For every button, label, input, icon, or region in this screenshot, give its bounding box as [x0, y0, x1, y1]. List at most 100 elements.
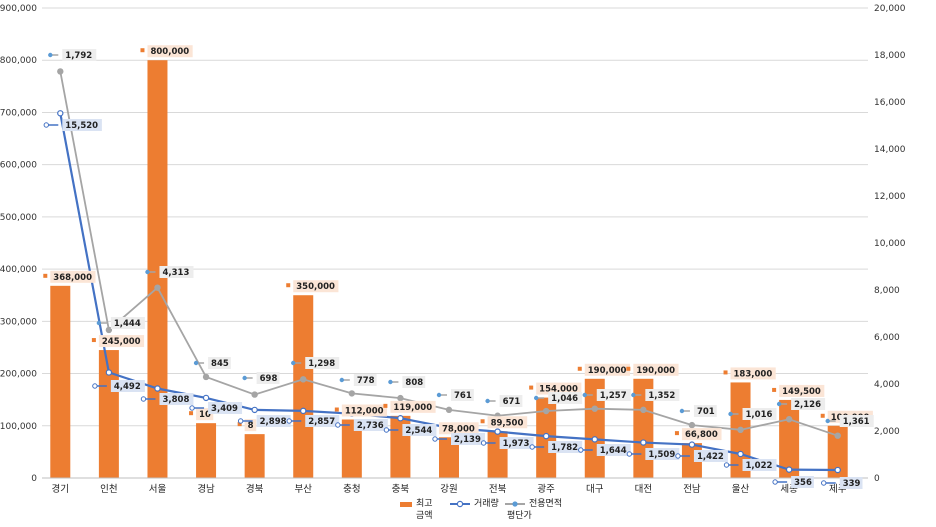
- label-point: [436, 392, 442, 398]
- series-point: [105, 326, 113, 334]
- bar-data-label-bg: [390, 400, 436, 413]
- line1-data-label-marker: [638, 451, 642, 455]
- y-right-tick-label: 4,000: [874, 380, 900, 390]
- label-point: [485, 398, 490, 404]
- bar-data-label-marker: [286, 283, 291, 288]
- line1-data-label-bg: [353, 419, 388, 431]
- x-tick-label: 전남: [683, 484, 701, 495]
- y-left-tick-label: 900,000: [0, 4, 37, 14]
- line2-data-label-bg: [110, 317, 145, 329]
- label-point: [675, 453, 681, 459]
- series-point: [348, 390, 356, 397]
- legend-line1-marker: [456, 500, 464, 508]
- line2-data-label-bg: [791, 398, 826, 410]
- series-point: [57, 68, 64, 75]
- x-tick-label: 전북: [489, 484, 507, 495]
- bar-data-label-bg: [487, 416, 528, 429]
- line2-data-label: 1,257: [600, 391, 627, 401]
- line2-data-label-marker: [201, 360, 205, 364]
- line2-data-label: 1,444: [114, 319, 141, 329]
- series-point: [202, 394, 210, 402]
- bar-data-label: 8: [248, 421, 254, 431]
- x-tick-label: 대구: [586, 484, 604, 495]
- bar-data-label-bg: [293, 280, 339, 293]
- label-point: [480, 440, 487, 446]
- label-point: [242, 375, 247, 381]
- line1-data-label-marker: [687, 453, 691, 457]
- line1-data-label-marker: [784, 479, 788, 483]
- bar: [50, 285, 71, 478]
- label-point: [679, 408, 685, 414]
- series-point: [542, 407, 550, 415]
- x-tick-label: 울산: [732, 484, 750, 495]
- x-tick-label: 충북: [392, 484, 410, 495]
- label-point: [821, 480, 827, 486]
- bar-data-label-marker: [334, 407, 339, 412]
- series-point: [737, 426, 744, 434]
- y-right-tick-label: 16,000: [874, 98, 906, 108]
- line2-data-label-marker: [250, 375, 254, 379]
- series-point: [105, 369, 113, 376]
- bar-data-label-bg: [779, 384, 825, 397]
- line1-data-label-bg: [305, 415, 340, 427]
- line1-data-label-marker: [395, 427, 399, 431]
- line1-data-label-marker: [347, 422, 351, 426]
- line2-data-label: 845: [211, 359, 229, 369]
- label-point: [193, 360, 199, 366]
- label-point: [825, 418, 830, 424]
- line1-data-label: 4,492: [114, 382, 141, 392]
- y-right-tick-label: 10,000: [874, 239, 906, 249]
- label-point: [776, 401, 782, 407]
- line1-data-label-bg: [256, 415, 291, 427]
- line2-data-label-marker: [55, 52, 59, 56]
- bar-data-label: 183,000: [734, 369, 773, 379]
- line2-data-label-marker: [736, 411, 740, 415]
- series-line: [59, 113, 838, 472]
- bar-data-label: 154,000: [539, 385, 578, 395]
- series-point: [834, 466, 841, 474]
- line1-data-label-marker: [104, 383, 108, 387]
- label-point: [728, 411, 733, 417]
- label-point: [529, 444, 535, 450]
- line1-data-label-bg: [596, 444, 631, 456]
- line1-data-label: 15,520: [65, 121, 98, 131]
- line2-data-label-marker: [444, 392, 448, 396]
- line1-data-label: 1,644: [600, 446, 627, 456]
- line1-data-label: 1,782: [551, 443, 578, 453]
- x-tick-label: 충청: [343, 484, 360, 495]
- line2-data-label: 1,298: [308, 359, 335, 369]
- series-point: [688, 441, 696, 448]
- line1-data-label: 1,509: [648, 450, 675, 460]
- bar-data-label-marker: [43, 273, 48, 278]
- label-point: [723, 462, 730, 468]
- bar-data-label-bg: [341, 404, 388, 417]
- x-tick-label: 대전: [635, 484, 652, 495]
- line2-data-label: 698: [260, 374, 278, 384]
- series-point: [834, 432, 841, 439]
- line2-data-label-marker: [493, 398, 497, 402]
- y-right-tick-label: 12,000: [874, 192, 906, 202]
- series-point: [251, 406, 258, 414]
- line1-data-label-bg: [110, 380, 145, 392]
- line2-data-label-marker: [590, 392, 594, 396]
- y-left-tick-label: 800,000: [0, 56, 37, 66]
- line1-data-label: 356: [794, 478, 812, 488]
- line1-data-label: 2,898: [260, 417, 287, 427]
- y-right-tick-label: 18,000: [874, 51, 906, 61]
- legend-line2-label: 전용면적: [529, 497, 562, 509]
- series-point: [494, 428, 501, 435]
- line2-data-label: 2,126: [794, 400, 821, 410]
- bar-data-label-bg: [730, 367, 776, 380]
- line1-data-label: 1,973: [503, 439, 530, 449]
- bar-data-label-marker: [577, 366, 582, 371]
- label-point: [432, 436, 438, 442]
- label-point: [631, 392, 636, 398]
- label-point: [48, 52, 53, 58]
- bar-data-label: 66,800: [685, 430, 718, 440]
- series-point: [251, 391, 258, 398]
- line1-data-label: 1,422: [697, 452, 724, 462]
- bar-data-label-bg: [439, 422, 479, 435]
- legend-line2-marker: [512, 501, 518, 507]
- series-point: [640, 439, 647, 446]
